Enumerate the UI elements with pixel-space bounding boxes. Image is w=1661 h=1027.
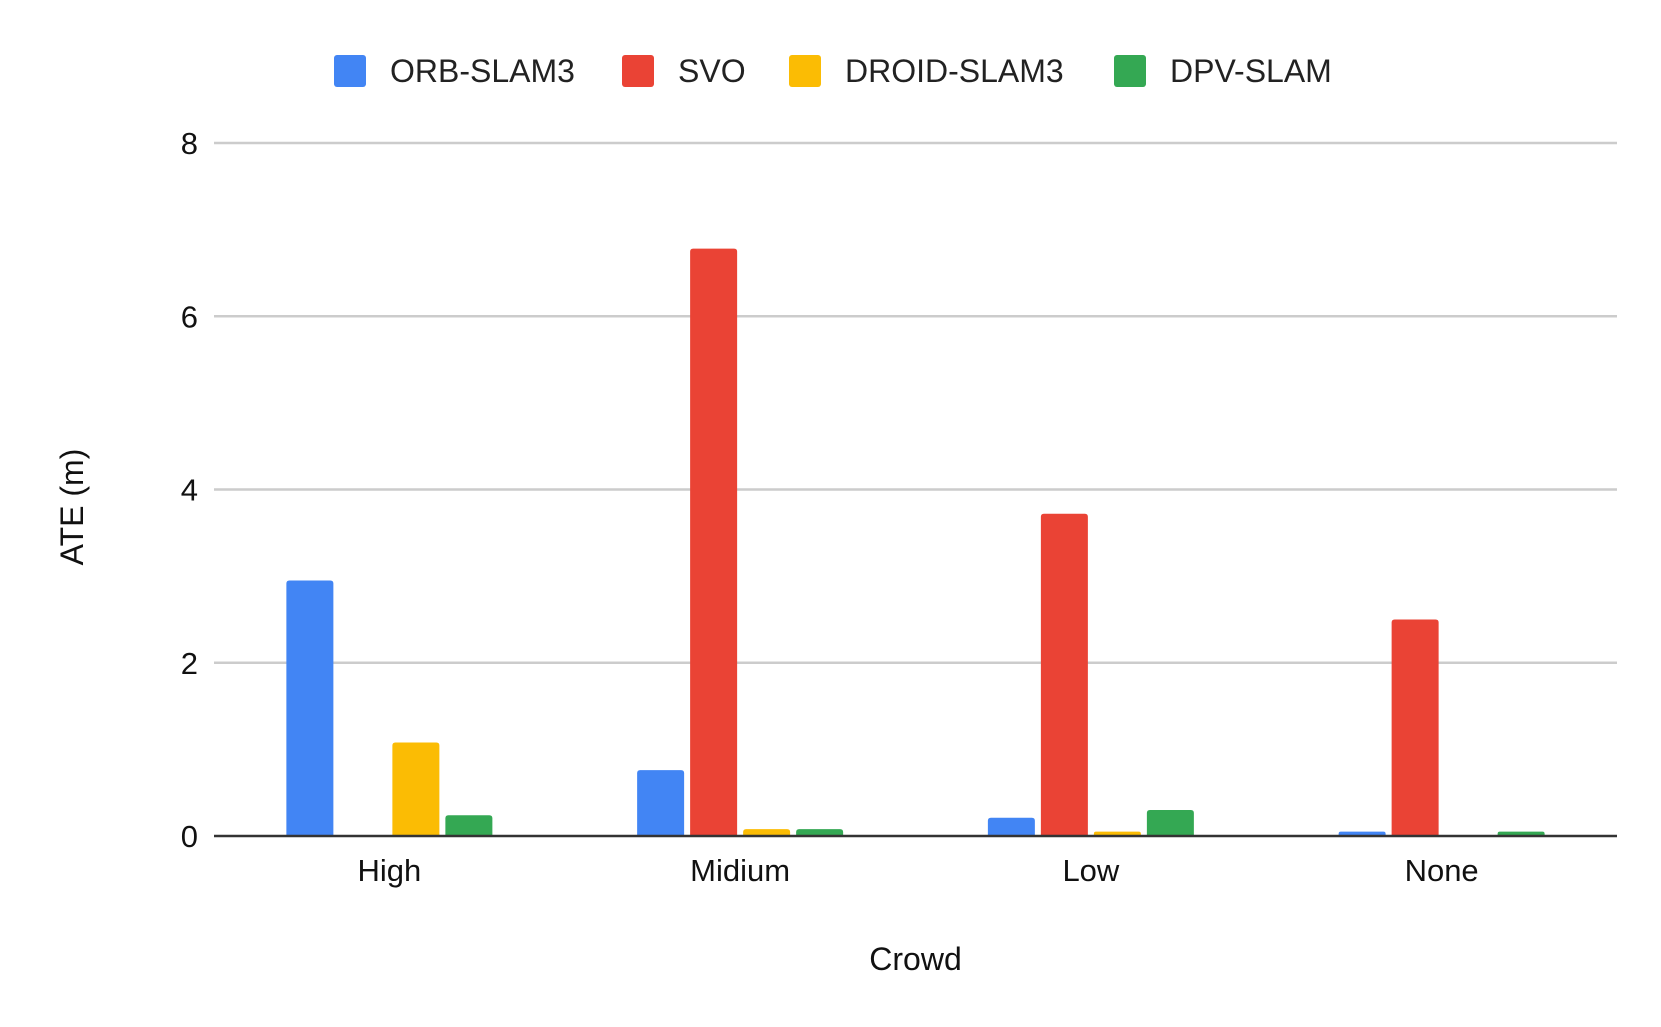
legend-label-svo: SVO xyxy=(678,53,746,89)
legend-label-orb-slam3: ORB-SLAM3 xyxy=(390,53,575,89)
x-tick-label: None xyxy=(1405,853,1479,888)
y-tick-label: 8 xyxy=(181,126,198,161)
bar-orb-slam3-high xyxy=(286,580,334,836)
legend-label-dpv-slam: DPV-SLAM xyxy=(1170,53,1332,89)
bar-dpv-slam-low xyxy=(1146,810,1194,836)
gridlines xyxy=(214,141,1617,664)
x-axis-title: Crowd xyxy=(869,941,961,977)
bar-svo-low xyxy=(1040,513,1088,836)
bar-droid-slam3-midium xyxy=(743,829,791,836)
bar-droid-slam3-high xyxy=(392,742,440,836)
x-axis-ticks: High Midium Low None xyxy=(357,853,1478,888)
bar-svo-midium xyxy=(690,248,738,836)
legend-swatch-orb-slam3 xyxy=(334,55,366,87)
y-tick-label: 4 xyxy=(181,473,198,508)
x-tick-label: High xyxy=(357,853,421,888)
bar-svo-none xyxy=(1391,619,1439,836)
bar-dpv-slam-high xyxy=(445,815,493,836)
bar-orb-slam3-low xyxy=(987,817,1035,836)
legend-label-droid-slam3: DROID-SLAM3 xyxy=(845,53,1064,89)
legend: ORB-SLAM3 SVO DROID-SLAM3 DPV-SLAM xyxy=(334,53,1332,89)
y-tick-label: 6 xyxy=(181,299,198,334)
bar-dpv-slam-midium xyxy=(796,829,844,836)
y-axis-ticks: 0 2 4 6 8 xyxy=(181,126,198,854)
x-tick-label: Low xyxy=(1062,853,1119,888)
bar-orb-slam3-midium xyxy=(637,770,685,836)
legend-swatch-svo xyxy=(622,55,654,87)
y-axis-title: ATE (m) xyxy=(54,449,90,566)
x-tick-label: Midium xyxy=(690,853,790,888)
legend-swatch-dpv-slam xyxy=(1114,55,1146,87)
y-tick-label: 0 xyxy=(181,819,198,854)
bars xyxy=(286,248,1545,836)
y-tick-label: 2 xyxy=(181,646,198,681)
legend-swatch-droid-slam3 xyxy=(789,55,821,87)
